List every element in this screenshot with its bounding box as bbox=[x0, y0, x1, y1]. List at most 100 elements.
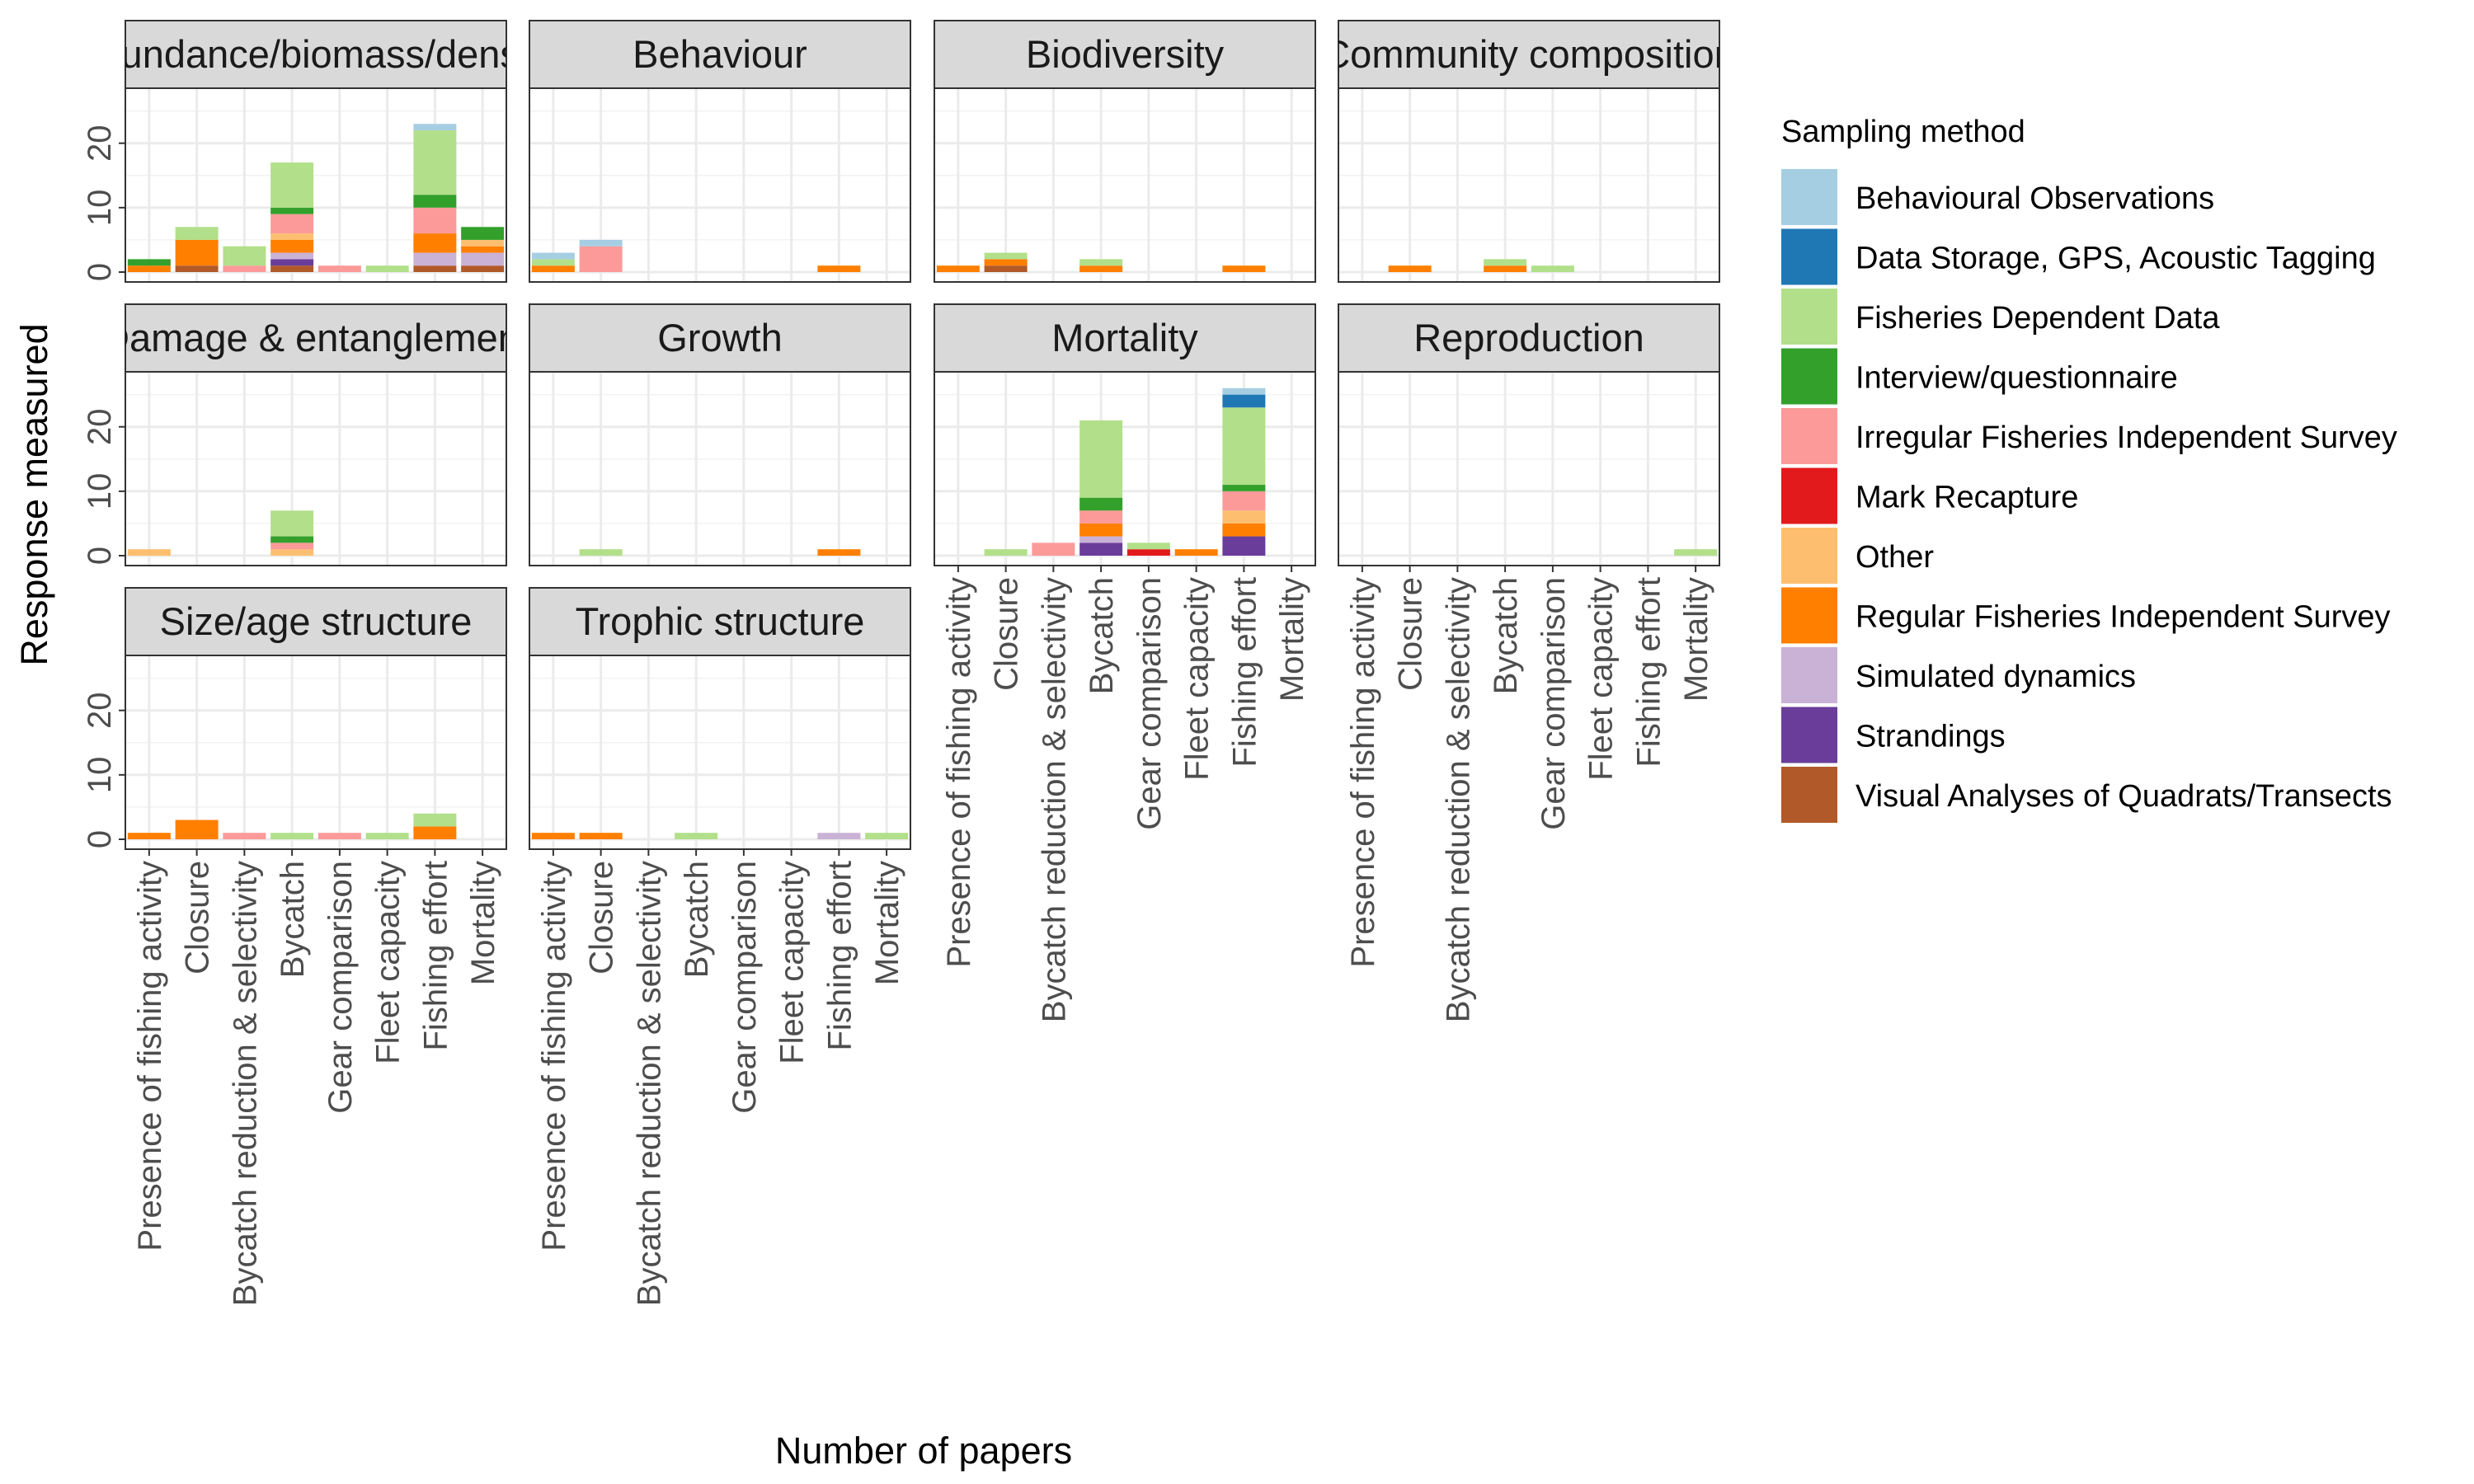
legend-label: Data Storage, GPS, Acoustic Tagging bbox=[1856, 242, 2376, 276]
panel-border bbox=[529, 87, 911, 283]
x-tick-label: Fishing effort bbox=[1630, 577, 1667, 768]
bar-segment bbox=[817, 265, 861, 272]
bar-segment bbox=[579, 549, 623, 556]
facet-panel: Size/age structure 0 10 20 Presence of fishi… bbox=[82, 587, 507, 1306]
bar-segment bbox=[223, 246, 266, 266]
legend-key bbox=[1781, 767, 1837, 823]
facet-strip bbox=[1338, 303, 1720, 373]
bar-segment bbox=[223, 833, 266, 839]
bar-segment bbox=[270, 214, 314, 234]
facet-title: Community composition bbox=[1322, 32, 1736, 76]
x-tick-label: Gear comparison bbox=[1536, 577, 1572, 830]
x-tick-label: Closure bbox=[584, 861, 620, 974]
bar-segment bbox=[1079, 420, 1123, 498]
legend-key bbox=[1781, 169, 1837, 225]
facet-panel: Reproduction Presence of fishing activity… bbox=[1338, 303, 1720, 1022]
facet-panel: Trophic structure Presence of fishing act… bbox=[529, 587, 911, 1306]
legend-key bbox=[1781, 587, 1837, 644]
x-tick-label: Fleet capacity bbox=[1179, 577, 1216, 781]
bar-segment bbox=[365, 833, 409, 839]
legend-label: Fisheries Dependent Data bbox=[1856, 301, 2220, 336]
legend: Behavioural Observations Data Storage, GP… bbox=[1781, 169, 2397, 823]
facet-title: Mortality bbox=[1051, 316, 1198, 359]
bar-segment bbox=[413, 265, 457, 272]
x-tick-label: Mortality bbox=[1678, 577, 1714, 702]
bar-segment bbox=[270, 259, 314, 266]
x-tick-label: Fleet capacity bbox=[1583, 577, 1620, 781]
bar-segment bbox=[1222, 387, 1266, 395]
facet-panel: Community composition bbox=[1322, 20, 1736, 283]
panel-border bbox=[529, 655, 911, 850]
facet-title: Abundance/biomass/density bbox=[73, 32, 558, 76]
bar-segment bbox=[270, 252, 314, 260]
facet-strip bbox=[934, 20, 1316, 89]
facet-title: Biodiversity bbox=[1026, 32, 1225, 76]
bar-segment bbox=[223, 265, 266, 272]
bar-segment bbox=[270, 510, 314, 537]
bar-segment bbox=[413, 233, 457, 253]
bar-segment bbox=[127, 833, 171, 839]
y-tick-label: 20 bbox=[82, 124, 118, 162]
bar-segment bbox=[413, 813, 457, 827]
x-tick-label: Bycatch reduction & selectivity bbox=[1440, 577, 1476, 1022]
bar-segment bbox=[1126, 542, 1170, 550]
bar-segment bbox=[1079, 536, 1123, 543]
bar-segment bbox=[984, 549, 1028, 556]
panel-border bbox=[125, 655, 507, 850]
facet-title: Trophic structure bbox=[576, 599, 865, 643]
bar-segment bbox=[1531, 265, 1574, 272]
bar-segment bbox=[317, 833, 361, 839]
bar-segment bbox=[531, 265, 575, 272]
plot-background bbox=[1338, 88, 1719, 282]
panel-border bbox=[1338, 371, 1720, 566]
plot-background bbox=[529, 372, 910, 566]
facet-strip bbox=[1338, 20, 1720, 89]
bar-segment bbox=[865, 833, 909, 839]
x-tick-label: Presence of fishing activity bbox=[1345, 577, 1381, 968]
bar-segment bbox=[175, 239, 219, 266]
x-tick-label: Bycatch reduction & selectivity bbox=[1036, 577, 1072, 1022]
facet-strip bbox=[529, 303, 911, 373]
legend-key bbox=[1781, 289, 1837, 345]
x-tick-label: Closure bbox=[180, 861, 216, 974]
bar-segment bbox=[1079, 259, 1123, 266]
bar-segment bbox=[1674, 549, 1718, 556]
panel-border bbox=[934, 87, 1316, 283]
bar-segment bbox=[270, 542, 314, 550]
legend-key bbox=[1781, 228, 1837, 285]
bar-segment bbox=[1079, 510, 1123, 524]
bar-segment bbox=[270, 536, 314, 543]
bar-segment bbox=[413, 207, 457, 234]
legend-label: Other bbox=[1856, 540, 1934, 575]
bar-segment bbox=[984, 259, 1028, 266]
x-tick-label: Gear comparison bbox=[1131, 577, 1168, 830]
legend-key bbox=[1781, 348, 1837, 405]
legend-label: Strandings bbox=[1856, 720, 2006, 754]
bar-segment bbox=[413, 252, 457, 266]
bar-segment bbox=[1222, 510, 1266, 524]
panel-border bbox=[125, 87, 507, 283]
bar-segment bbox=[579, 239, 623, 247]
bar-segment bbox=[531, 833, 575, 839]
bar-segment bbox=[984, 265, 1028, 272]
facet-panel: Behaviour bbox=[529, 20, 911, 283]
legend-key bbox=[1781, 408, 1837, 464]
x-tick-label: Fleet capacity bbox=[370, 861, 407, 1064]
x-axis-title: Number of papers bbox=[775, 1430, 1072, 1472]
bar-segment bbox=[817, 549, 861, 556]
legend-key bbox=[1781, 467, 1837, 524]
panel-border bbox=[529, 371, 911, 566]
x-tick-label: Presence of fishing activity bbox=[132, 861, 168, 1252]
facet-panel: Abundance/biomass/density 0 10 20 bbox=[73, 20, 558, 283]
bar-segment bbox=[1484, 265, 1527, 272]
bar-segment bbox=[270, 239, 314, 253]
facet-panel: Mortality Presence of fishing activity Clo… bbox=[934, 303, 1316, 1022]
legend-label: Mark Recapture bbox=[1856, 481, 2078, 515]
plot-background bbox=[1338, 372, 1719, 566]
bar-segment bbox=[317, 265, 361, 272]
bar-segment bbox=[461, 227, 505, 240]
x-tick-label: Closure bbox=[1393, 577, 1429, 691]
x-tick-label: Bycatch bbox=[275, 861, 311, 978]
facet-panel: Biodiversity bbox=[934, 20, 1316, 283]
